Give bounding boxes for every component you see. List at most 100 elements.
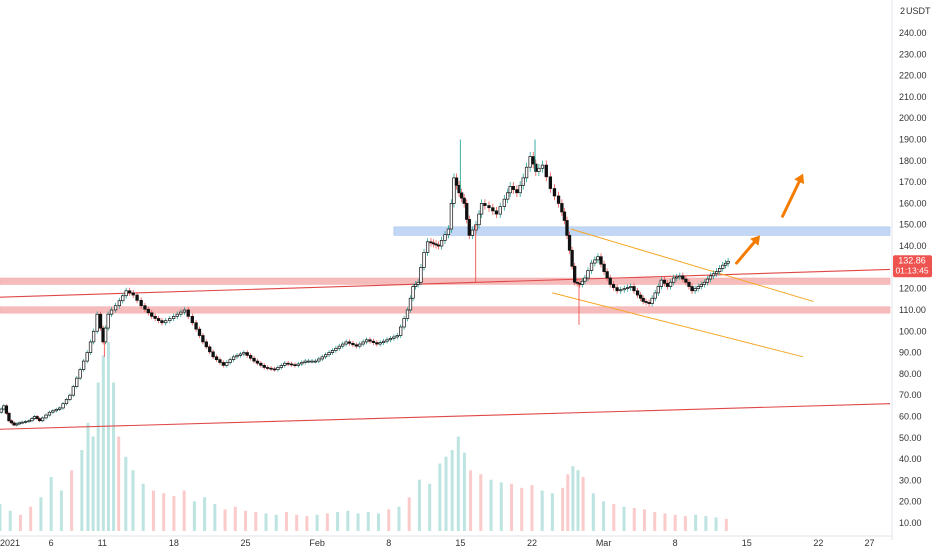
candle-body [354, 344, 358, 347]
candle-body [644, 301, 648, 303]
candle-body [327, 352, 331, 356]
candle-body [168, 318, 172, 321]
candle-body [324, 354, 328, 358]
candle-body [371, 340, 376, 343]
candle-body [91, 330, 96, 343]
candle-body [146, 308, 150, 314]
volume-bar [274, 514, 278, 531]
candle-body [479, 203, 484, 215]
candle-body [317, 358, 321, 362]
candle-body [650, 297, 654, 304]
candle-body [696, 286, 700, 290]
time-axis[interactable]: 2021 6 11 18 25 Feb 8 15 22 Mar 8 15 22 27 [0, 538, 875, 548]
candle-body [351, 342, 355, 346]
support-zone [0, 277, 891, 285]
candle-body [23, 421, 28, 423]
candle-body [678, 275, 682, 278]
candle-body [160, 320, 164, 324]
candle-body [511, 186, 515, 190]
candle-body [419, 266, 423, 283]
candle-body [548, 176, 553, 189]
candle-body [429, 241, 433, 244]
support-zone [0, 306, 891, 314]
candle-body [687, 281, 691, 287]
candle-body [296, 363, 301, 366]
candle-body [611, 284, 616, 288]
scale-mode-label[interactable]: 2 [900, 6, 905, 16]
candle-body [279, 364, 283, 368]
volume-bar [591, 493, 595, 531]
candle-body [615, 287, 619, 292]
candle-body [452, 177, 456, 204]
candle-body [218, 359, 222, 363]
channel-line [570, 228, 814, 302]
candle-body [477, 213, 481, 226]
price-axis[interactable]: 240.00 230.00 220.00 210.00 200.00 190.00 180.… [899, 28, 927, 528]
candle-body [358, 343, 362, 347]
volume-bar [59, 490, 63, 531]
candlesticks [0, 139, 730, 427]
trendlines [0, 228, 891, 430]
candle-body [106, 313, 110, 329]
candle-body [35, 416, 39, 419]
candle-body [47, 411, 52, 416]
volume-bar [336, 512, 340, 531]
candle-body [647, 302, 651, 304]
volume-bar [417, 479, 421, 531]
candle-body [300, 362, 304, 365]
volume-bar [213, 504, 217, 531]
volume-bars [0, 342, 728, 531]
candle-body [347, 341, 352, 344]
candle-body [454, 177, 459, 186]
price-tick-label: 90.00 [899, 348, 922, 358]
price-tick-label: 230.00 [899, 49, 927, 59]
time-tick-label: 2021 [0, 538, 20, 548]
candle-body [164, 320, 168, 324]
price-tick-label: 60.00 [899, 411, 922, 421]
candle-body [75, 377, 79, 388]
candle-body [121, 295, 125, 302]
candle-body [662, 279, 667, 284]
volume-bar [694, 514, 698, 531]
candle-body [190, 315, 194, 324]
volume-bar [0, 504, 2, 531]
volume-bar [576, 470, 580, 531]
volume-bar [305, 516, 309, 531]
candle-body [262, 364, 266, 368]
candle-body [641, 297, 645, 302]
currency-label: USDT [906, 6, 931, 16]
price-tick-label: 70.00 [899, 390, 922, 400]
candle-body [711, 273, 716, 277]
candle-body [109, 309, 114, 315]
candle-body [562, 211, 567, 221]
last-price-background [893, 255, 932, 278]
candle-body [40, 417, 45, 422]
candle-body [293, 364, 297, 366]
arrow-head [750, 235, 761, 246]
candle-body [567, 235, 572, 251]
last-price-value: 132.86 [898, 255, 926, 265]
candle-body [248, 355, 253, 359]
candle-body [653, 292, 657, 299]
volume-bar [724, 518, 728, 531]
volume-bar [397, 506, 401, 531]
candle-body [269, 367, 273, 370]
candle-body [665, 282, 670, 287]
price-tick-label: 190.00 [899, 135, 927, 145]
candle-body [605, 271, 609, 279]
candle-body [85, 352, 89, 362]
time-tick-label: 25 [241, 538, 251, 548]
volume-bar [233, 506, 237, 531]
candle-body [462, 197, 466, 204]
candle-body [693, 288, 697, 292]
volume-bar [70, 470, 74, 531]
candle-body [64, 399, 69, 405]
candle-body [399, 326, 403, 336]
horizontal-zones [0, 226, 891, 314]
candle-body [341, 343, 345, 347]
volume-bar [714, 517, 718, 531]
volume-bar [622, 506, 626, 531]
candle-body [544, 164, 548, 178]
time-tick-label: 15 [742, 538, 752, 548]
candle-body [498, 206, 502, 215]
